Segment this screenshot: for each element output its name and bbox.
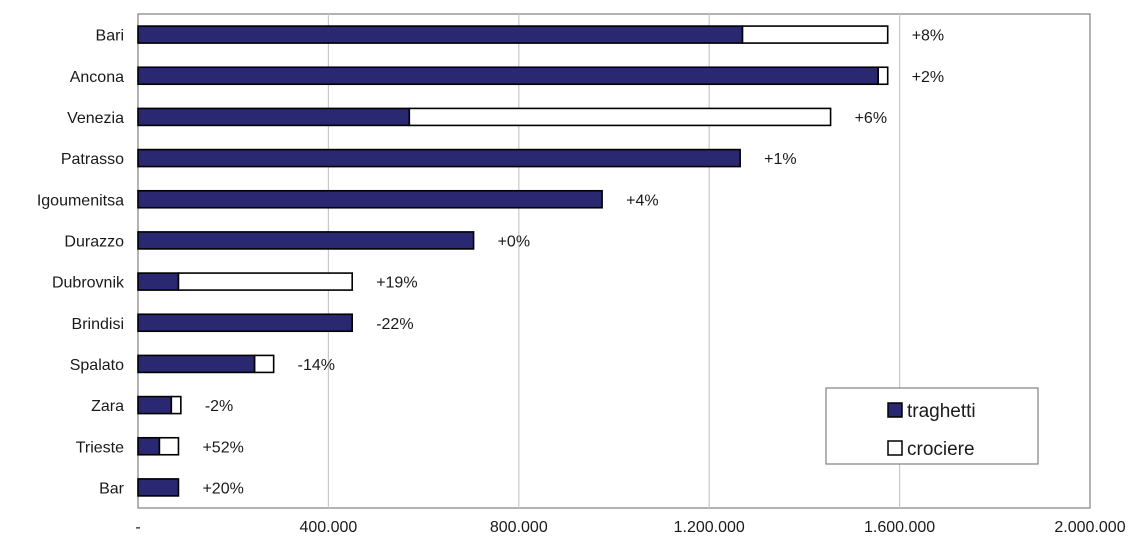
category-label: Venezia bbox=[67, 110, 124, 127]
change-label: -2% bbox=[205, 398, 233, 415]
change-label: +0% bbox=[498, 233, 530, 250]
bar-traghetti-spalato bbox=[137, 354, 256, 374]
bar-crociere-dubrovnik bbox=[177, 272, 354, 291]
category-label: Brindisi bbox=[72, 316, 124, 333]
change-label: +4% bbox=[626, 192, 658, 209]
bar-crociere-trieste bbox=[158, 436, 180, 456]
change-label: -14% bbox=[298, 357, 335, 374]
bar-traghetti-zara bbox=[137, 395, 173, 415]
legend-swatch-crociere bbox=[887, 440, 903, 456]
x-tick-label: - bbox=[135, 519, 140, 536]
change-label: +1% bbox=[764, 151, 796, 168]
x-tick-label: 1.200.000 bbox=[674, 519, 745, 536]
category-label: Spalato bbox=[70, 357, 124, 374]
category-label: Zara bbox=[91, 398, 124, 415]
bar-traghetti-ancona bbox=[137, 66, 879, 86]
x-tick-label: 2.000.000 bbox=[1054, 519, 1125, 536]
bar-traghetti-bari bbox=[137, 25, 744, 44]
change-labels: +8% +2% +6% +1% +4% +0% +19% -22% -14% -2% +52% +20… bbox=[202, 28, 944, 498]
legend-box bbox=[825, 387, 1039, 465]
bar-traghetti-igoumenitsa bbox=[137, 189, 603, 209]
x-tick-label: 400.000 bbox=[299, 519, 357, 536]
x-tick-label: 800.000 bbox=[490, 519, 548, 536]
bar-traghetti-bar bbox=[137, 478, 180, 497]
x-tick-labels: - 400.000 800.000 1.200.000 1.600.000 2.000.0… bbox=[135, 519, 1125, 536]
bar-traghetti-brindisi bbox=[137, 313, 353, 333]
gridlines bbox=[327, 14, 901, 508]
legend-swatch-traghetti bbox=[887, 402, 903, 418]
category-label: Trieste bbox=[76, 439, 124, 456]
x-tick-label: 1.600.000 bbox=[864, 519, 935, 536]
category-label: Bar bbox=[99, 480, 125, 497]
category-label: Patrasso bbox=[61, 151, 124, 168]
bar-traghetti-dubrovnik bbox=[137, 272, 180, 291]
category-label: Bari bbox=[96, 28, 124, 45]
change-label: +20% bbox=[202, 480, 243, 497]
bar-traghetti-durazzo bbox=[137, 231, 475, 250]
category-label: Durazzo bbox=[64, 233, 124, 250]
category-label: Ancona bbox=[70, 69, 124, 86]
change-label: +19% bbox=[376, 275, 417, 292]
bar-crociere-zara bbox=[170, 395, 182, 415]
category-label: Dubrovnik bbox=[52, 275, 125, 292]
bar-traghetti-venezia bbox=[137, 107, 411, 127]
legend-label-crociere: crociere bbox=[907, 439, 975, 460]
category-labels: Bari Ancona Venezia Patrasso Igoumenitsa Dura… bbox=[37, 28, 125, 498]
change-label: +6% bbox=[855, 110, 887, 127]
change-label: -22% bbox=[376, 316, 413, 333]
bar-crociere-bari bbox=[741, 25, 889, 44]
bar-crociere-ancona bbox=[877, 66, 889, 86]
legend-label-traghetti: traghetti bbox=[907, 401, 976, 422]
bar-traghetti-patrasso bbox=[137, 148, 741, 168]
category-label: Igoumenitsa bbox=[37, 192, 124, 209]
bar-crociere-spalato bbox=[253, 354, 275, 374]
bar-traghetti-trieste bbox=[137, 436, 161, 456]
change-label: +2% bbox=[912, 69, 944, 86]
legend: traghetti crociere bbox=[825, 387, 1039, 465]
change-label: +52% bbox=[202, 439, 243, 456]
bar-crociere-venezia bbox=[408, 107, 832, 127]
change-label: +8% bbox=[912, 28, 944, 45]
bars bbox=[137, 25, 889, 497]
